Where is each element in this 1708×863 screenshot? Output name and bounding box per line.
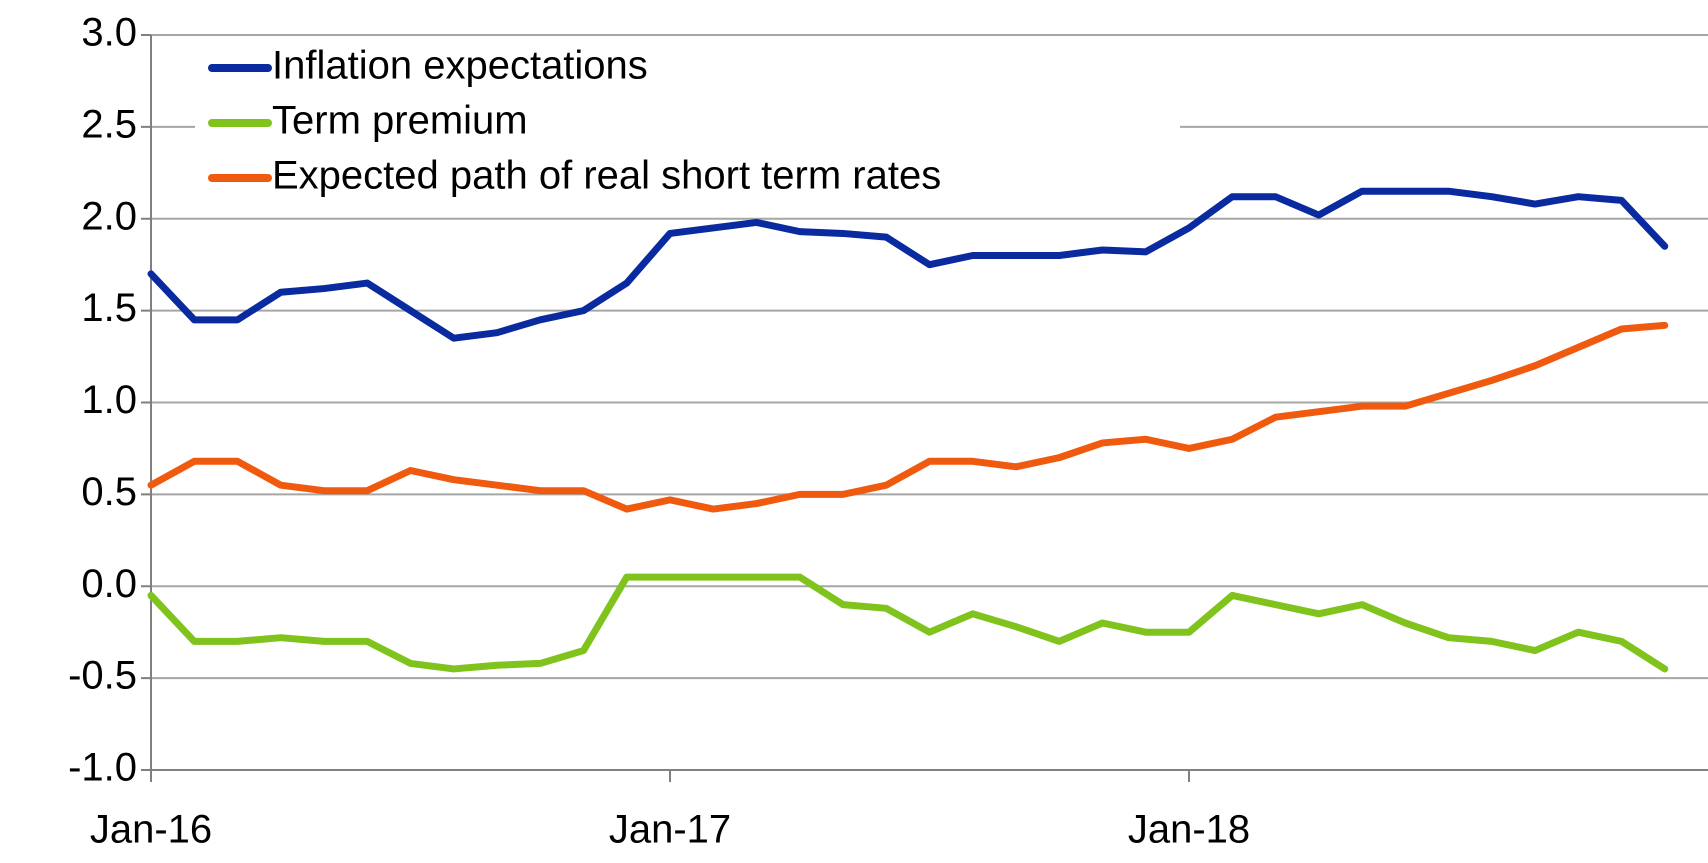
y-tick-label: 0.0 (81, 562, 137, 606)
x-tick-label: Jan-18 (1128, 808, 1250, 852)
y-tick-label: -1.0 (68, 746, 137, 790)
y-tick-label: 1.0 (81, 378, 137, 422)
legend-label: Expected path of real short term rates (272, 154, 941, 198)
y-tick-label: 0.5 (81, 470, 137, 514)
series-line (147, 573, 1669, 673)
legend-box (195, 40, 1180, 210)
y-tick-label: 3.0 (81, 11, 137, 55)
legend-label: Inflation expectations (272, 44, 648, 88)
y-tick-label: 2.5 (81, 102, 137, 146)
series-line (147, 321, 1669, 513)
x-tick-label: Jan-17 (609, 808, 731, 852)
y-tick-label: 2.0 (81, 194, 137, 238)
legend-label: Term premium (272, 99, 528, 143)
y-tick-label: -0.5 (68, 654, 137, 698)
y-tick-label: 1.5 (81, 286, 137, 330)
series-line (147, 187, 1669, 342)
x-tick-label: Jan-16 (90, 808, 212, 852)
